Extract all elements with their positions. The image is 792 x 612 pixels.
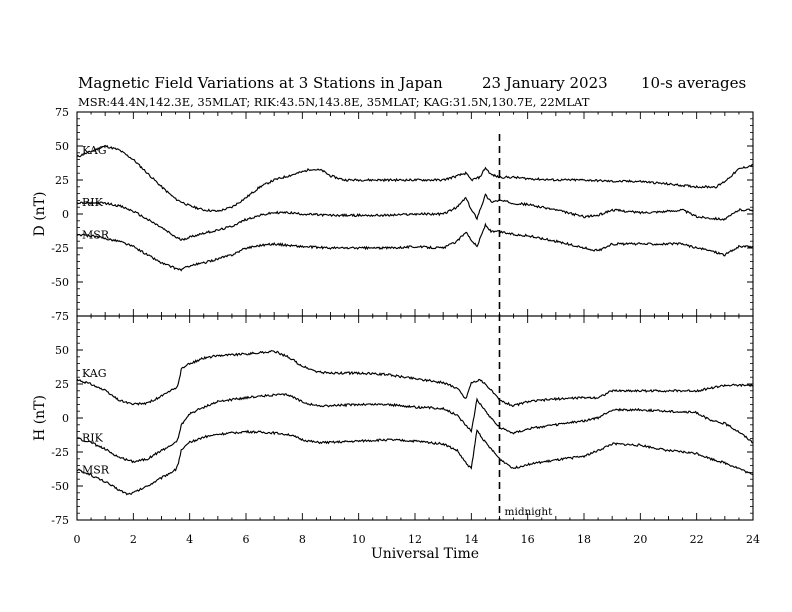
series-line-rik	[76, 193, 754, 241]
chart-date: 23 January 2023	[482, 74, 608, 92]
x-tick-label: 18	[577, 533, 591, 546]
x-tick-label: 6	[243, 533, 250, 546]
series-label-rik: RIK	[82, 196, 104, 209]
series-label-kag: KAG	[82, 144, 107, 157]
series-line-kag	[76, 349, 754, 408]
y-tick-label: 75	[55, 106, 69, 119]
x-tick-label: 10	[352, 533, 366, 546]
x-tick-label: 2	[130, 533, 137, 546]
x-tick-label: 22	[690, 533, 704, 546]
x-axis-label: Universal Time	[371, 546, 479, 562]
y-axis-label: D (nT)	[32, 192, 48, 237]
series-label-msr: MSR	[82, 464, 110, 477]
series-label-kag: KAG	[82, 367, 107, 380]
y-tick-label: -25	[51, 242, 69, 255]
x-tick-label: 16	[521, 533, 535, 546]
y-tick-label: 0	[62, 208, 69, 221]
x-tick-label: 0	[74, 533, 81, 546]
x-tick-label: 8	[299, 533, 306, 546]
x-tick-label: 12	[408, 533, 422, 546]
averaging-label: 10-s averages	[641, 74, 746, 92]
x-tick-label: 14	[464, 533, 478, 546]
series-label-msr: MSR	[82, 228, 110, 241]
chart-title: Magnetic Field Variations at 3 Stations …	[78, 74, 443, 92]
x-tick-label: 24	[746, 533, 760, 546]
series-line-msr	[76, 429, 754, 496]
series-line-msr	[76, 222, 754, 272]
y-tick-label: -25	[51, 446, 69, 459]
y-tick-label: 50	[55, 140, 69, 153]
midnight-label: midnight	[505, 506, 554, 518]
y-tick-label: -50	[51, 480, 69, 493]
y-tick-label: 50	[55, 344, 69, 357]
d-component-panel: 75 50 25 0 -25 -50 -75 D (nT) KAG RIK MSR	[32, 106, 754, 323]
series-line-kag	[76, 144, 754, 213]
x-tick-label: 4	[186, 533, 193, 546]
series-label-rik: RIK	[82, 431, 104, 444]
stations-subtitle: MSR:44.4N,142.3E, 35MLAT; RIK:43.5N,143.…	[78, 95, 590, 109]
y-tick-label: 25	[55, 378, 69, 391]
panel-frame	[76, 315, 754, 521]
series-line-rik	[76, 393, 754, 464]
y-tick-label: 0	[62, 412, 69, 425]
y-tick-label: -75	[51, 310, 69, 323]
y-axis-label: H (nT)	[32, 395, 48, 441]
y-tick-label: -50	[51, 276, 69, 289]
y-tick-label: 25	[55, 174, 69, 187]
x-tick-label: 20	[633, 533, 647, 546]
y-tick-label: -75	[51, 514, 69, 527]
